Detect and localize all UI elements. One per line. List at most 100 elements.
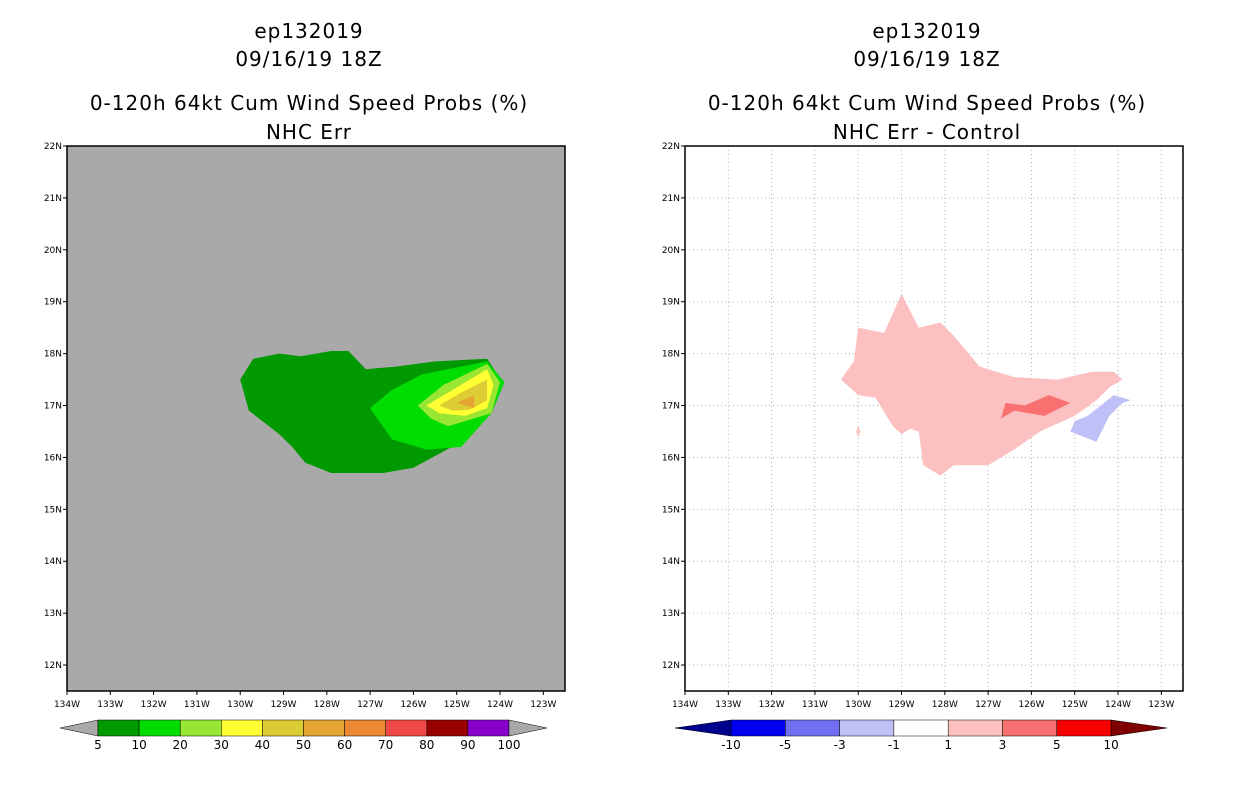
colorbar-swatch xyxy=(138,719,181,737)
x-tick-label: 128W xyxy=(314,700,340,710)
x-tick-label: 131W xyxy=(184,700,210,710)
x-tick-label: 133W xyxy=(97,700,123,710)
colorbar-low-arrow xyxy=(59,719,99,737)
y-tick-label: 14N xyxy=(662,557,680,567)
plot-frame xyxy=(66,145,566,692)
colorbar-label: 50 xyxy=(296,738,311,752)
y-tick-label: 18N xyxy=(662,350,680,360)
title-line-3: 0-120h 64kt Cum Wind Speed Probs (%) xyxy=(90,91,528,115)
y-tick-label: 21N xyxy=(662,194,680,204)
x-tick-label: 123W xyxy=(530,700,556,710)
colorbar-label: -3 xyxy=(834,738,846,752)
colorbar-swatch xyxy=(303,719,345,737)
y-tick-label: 14N xyxy=(44,557,62,567)
x-tick-label: 134W xyxy=(672,700,698,710)
y-tick-label: 15N xyxy=(44,505,62,515)
y-tick-label: 17N xyxy=(44,402,62,412)
colorbar-label: 90 xyxy=(460,738,475,752)
y-tick-label: 13N xyxy=(44,609,62,619)
contours xyxy=(240,351,505,473)
colorbar-swatch xyxy=(426,719,469,737)
colorbar-high-arrow xyxy=(1110,719,1168,737)
x-tick-label: 123W xyxy=(1148,700,1174,710)
colorbar: 5 10 20 30 40 50 60 70 80 90 100 xyxy=(59,719,548,752)
y-tick-label: 20N xyxy=(44,246,62,256)
plot-frame xyxy=(684,145,1184,692)
colorbar-label: 30 xyxy=(214,738,229,752)
contours xyxy=(840,293,1131,476)
colorbar-label: 5 xyxy=(94,738,102,752)
contour-3-5 xyxy=(1001,395,1071,419)
x-tick-label: 125W xyxy=(444,700,470,710)
axis-ticks: 134W 133W 132W 131W 130W 129W 128W 127W 126W 125W… xyxy=(44,142,557,710)
colorbar-swatch xyxy=(1056,719,1112,737)
chart-right: ep132019 09/16/19 18Z 0-120h 64kt Cum Wi… xyxy=(662,19,1184,752)
y-tick-label: 21N xyxy=(44,194,62,204)
x-tick-label: 126W xyxy=(1018,700,1044,710)
y-tick-label: 22N xyxy=(662,142,680,152)
colorbar-label: 80 xyxy=(419,738,434,752)
y-tick-label: 16N xyxy=(44,453,62,463)
colorbar-label: 3 xyxy=(999,738,1007,752)
chart-left: ep132019 09/16/19 18Z 0-120h 64kt Cum Wi… xyxy=(44,19,566,752)
y-tick-label: 22N xyxy=(44,142,62,152)
colorbar-label: 100 xyxy=(498,738,521,752)
axis-ticks: 134W 133W 132W 131W 130W 129W 128W 127W 126W 125W… xyxy=(662,142,1175,710)
colorbar-label: 5 xyxy=(1053,738,1061,752)
y-tick-label: 17N xyxy=(662,402,680,412)
colorbar-label: 60 xyxy=(337,738,352,752)
x-tick-label: 128W xyxy=(932,700,958,710)
x-tick-label: 134W xyxy=(54,700,80,710)
title-line-4: NHC Err xyxy=(266,120,352,144)
x-tick-label: 129W xyxy=(270,700,296,710)
contour-50-60 xyxy=(456,395,475,409)
colorbar-swatch xyxy=(785,719,840,737)
x-tick-label: 130W xyxy=(227,700,253,710)
colorbar-swatch xyxy=(947,719,1003,737)
colorbar-swatch xyxy=(839,719,895,737)
x-tick-label: 127W xyxy=(975,700,1001,710)
y-tick-label: 18N xyxy=(44,350,62,360)
colorbar-label: 10 xyxy=(1103,738,1118,752)
y-tick-label: 19N xyxy=(44,298,62,308)
title-line-2: 09/16/19 18Z xyxy=(853,47,1000,71)
colorbar-label: 20 xyxy=(173,738,188,752)
title-line-3: 0-120h 64kt Cum Wind Speed Probs (%) xyxy=(708,91,1146,115)
y-tick-label: 19N xyxy=(662,298,680,308)
x-tick-label: 126W xyxy=(400,700,426,710)
x-tick-label: 131W xyxy=(802,700,828,710)
x-tick-label: 130W xyxy=(845,700,871,710)
x-tick-label: 124W xyxy=(1105,700,1131,710)
y-tick-label: 12N xyxy=(662,661,680,671)
colorbar-label: 40 xyxy=(255,738,270,752)
contour-1-3 xyxy=(856,426,861,437)
y-tick-label: 15N xyxy=(662,505,680,515)
y-tick-label: 13N xyxy=(662,609,680,619)
title-line-1: ep132019 xyxy=(254,19,363,43)
x-tick-label: 133W xyxy=(715,700,741,710)
colorbar-swatch xyxy=(893,719,949,737)
contour-1-3 xyxy=(840,293,1123,476)
colorbar-swatch xyxy=(97,719,140,737)
contour-40-50 xyxy=(439,379,488,411)
colorbar-label: -1 xyxy=(888,738,900,752)
colorbar-label: 10 xyxy=(131,738,146,752)
colorbar-swatch xyxy=(221,719,263,737)
title-line-4: NHC Err - Control xyxy=(833,120,1021,144)
title-line-2: 09/16/19 18Z xyxy=(235,47,382,71)
colorbar-label: -10 xyxy=(721,738,741,752)
colorbar-high-arrow xyxy=(508,719,548,737)
y-tick-label: 12N xyxy=(44,661,62,671)
colorbar: -10 -5 -3 -1 1 3 5 10 xyxy=(674,719,1168,752)
x-tick-label: 125W xyxy=(1062,700,1088,710)
x-tick-label: 132W xyxy=(759,700,785,710)
colorbar-swatch xyxy=(730,719,786,737)
colorbar-label: 70 xyxy=(378,738,393,752)
x-tick-label: 127W xyxy=(357,700,383,710)
x-tick-label: 132W xyxy=(141,700,167,710)
colorbar-label: -5 xyxy=(779,738,791,752)
x-tick-label: 124W xyxy=(487,700,513,710)
colorbar-swatch xyxy=(385,719,428,737)
colorbar-swatch xyxy=(179,719,222,737)
